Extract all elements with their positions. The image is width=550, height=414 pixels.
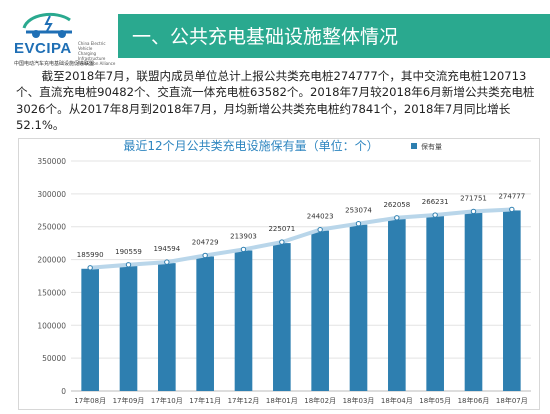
data-label: 194594 (153, 245, 180, 253)
data-label: 213903 (230, 232, 257, 240)
bar (349, 224, 368, 391)
chart-container: 最近12个月公共类充电设施保有量（单位：个） 保有量 0 50000 100000 150… (18, 138, 540, 410)
data-label: 204729 (192, 238, 219, 246)
y-tick-label: 300000 (37, 190, 66, 199)
data-label: 271751 (460, 194, 487, 202)
y-tick-label: 0 (61, 387, 66, 396)
bar (158, 263, 176, 391)
page-title: 一、公共充电基础设施整体情况 (132, 26, 399, 48)
x-tick-label: 18年01月 (266, 396, 298, 405)
header-bar (118, 14, 550, 58)
bar (503, 210, 521, 391)
bar (273, 243, 291, 391)
bar (81, 268, 99, 391)
chart-svg: 最近12个月公共类充电设施保有量（单位：个） 保有量 0 50000 100000 150… (37, 139, 531, 405)
trend-point (87, 265, 93, 271)
trend-point (240, 246, 247, 253)
bar (196, 256, 214, 391)
legend-label: 保有量 (421, 142, 442, 151)
x-tick-label: 18年03月 (343, 396, 375, 405)
x-tick-label: 17年10月 (151, 396, 183, 405)
trend-point (470, 208, 477, 215)
y-tick-label: 200000 (37, 256, 66, 265)
logo-side-line: China Electric Vehicle (78, 41, 106, 51)
logo-wordmark: EVCIPA (14, 40, 72, 57)
summary-paragraph: 截至2018年7月，联盟内成员单位总计上报公共类充电桩274777个，其中交流充… (16, 69, 535, 132)
y-tick-label: 150000 (37, 288, 66, 297)
bar (119, 265, 138, 391)
data-label: 225071 (268, 225, 295, 233)
ev-plug-car-icon (22, 12, 72, 38)
data-label: 266231 (422, 198, 449, 206)
x-tick-label: 17年09月 (113, 396, 145, 405)
data-label: 190559 (115, 248, 142, 256)
logo-side-line: Charging Infrastructure (78, 51, 106, 61)
trend-point (164, 259, 170, 265)
x-tick-label: 18年04月 (381, 396, 413, 405)
logo-side-line: Promotion Alliance (78, 61, 116, 66)
chart-title: 最近12个月公共类充电设施保有量（单位：个） (123, 139, 378, 153)
x-tick-label: 17年08月 (74, 396, 106, 405)
bar (464, 212, 483, 391)
bar (426, 216, 444, 391)
data-label: 185990 (77, 251, 104, 259)
x-tick-label: 18年02月 (304, 396, 336, 405)
logo-side-text: China Electric Vehicle Charging Infrastr… (78, 41, 118, 66)
trend-point (432, 212, 438, 218)
x-tick-label: 18年06月 (458, 396, 490, 405)
trend-point (279, 239, 285, 245)
trend-point (317, 226, 323, 233)
y-tick-label: 100000 (37, 321, 66, 330)
data-label: 244023 (307, 213, 334, 221)
x-tick-label: 17年11月 (189, 396, 221, 405)
bar (234, 250, 253, 391)
bar (311, 230, 329, 391)
bar (388, 218, 406, 391)
trend-point (394, 215, 400, 221)
trend-point (202, 252, 208, 259)
y-tick-label: 250000 (37, 223, 66, 232)
trend-line (90, 207, 512, 270)
logo: EVCIPA China Electric Vehicle Charging I… (6, 4, 115, 67)
y-tick-label: 50000 (42, 354, 66, 363)
y-tick-label: 350000 (37, 157, 66, 166)
data-label: 274777 (498, 192, 525, 200)
data-label: 262058 (383, 201, 410, 209)
trend-point (509, 206, 515, 213)
x-tick-label: 18年07月 (496, 396, 528, 405)
logo-subtitle: 中国电动汽车充电基础设施促进联盟 (14, 61, 95, 67)
x-tick-label: 17年12月 (228, 396, 260, 405)
trend-point (125, 262, 132, 268)
data-label: 253074 (345, 207, 372, 215)
legend-swatch (411, 143, 417, 149)
trend-point (355, 220, 362, 227)
x-tick-label: 18年05月 (419, 396, 451, 405)
